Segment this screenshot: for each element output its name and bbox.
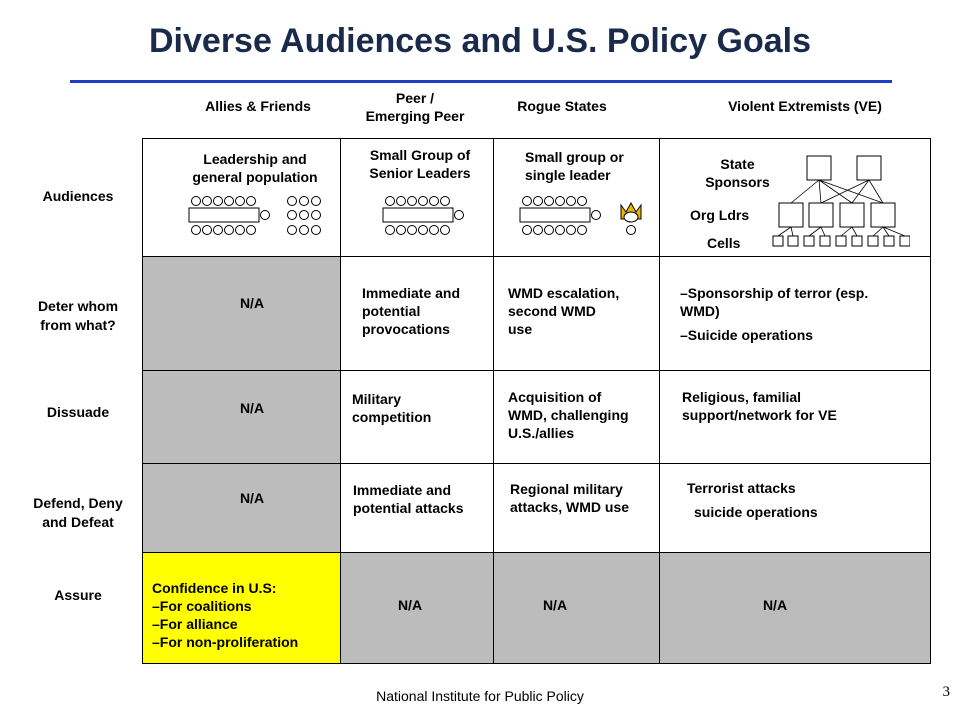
grid-vline-1	[340, 138, 341, 664]
dissuade-rogue-text: Acquisition of WMD, challenging U.S./all…	[508, 389, 629, 441]
row-header-assure: Assure	[54, 587, 102, 603]
deter-ve-item-2: –Suicide operations	[680, 327, 814, 343]
page-title: Diverse Audiences and U.S. Policy Goals	[149, 22, 811, 60]
defend-ve-item-1: Terrorist attacks	[687, 480, 796, 496]
audiences-rogue-text: Small group or single leader	[525, 149, 624, 183]
grid-vline-3	[659, 138, 660, 664]
grid-line-2	[142, 370, 931, 371]
deter-peer-text: Immediate and potential provocations	[362, 285, 461, 337]
audiences-allies-text: Leadership and general population	[192, 151, 318, 185]
grid-line-1	[142, 256, 931, 257]
assure-peer-na: N/A	[397, 597, 423, 613]
row-header-defend: Defend, Deny and Defeat	[33, 495, 123, 530]
defend-rogue-text: Regional military attacks, WMD use	[510, 481, 630, 515]
assure-rogue-na: N/A	[542, 597, 568, 613]
column-header-peer: Peer / Emerging Peer	[365, 90, 465, 124]
dissuade-peer-text: Military competition	[352, 391, 432, 425]
audiences-peer-text: Small Group of Senior Leaders	[369, 147, 471, 181]
row-header-deter: Deter whom from what?	[37, 298, 119, 333]
ve-hierarchy-diagram	[772, 155, 910, 247]
dissuade-allies-na: N/A	[239, 400, 265, 416]
highlight-assure-allies	[142, 552, 340, 664]
audiences-ve-cells: Cells	[707, 235, 741, 251]
column-header-rogue: Rogue States	[517, 98, 607, 114]
defend-allies-na: N/A	[239, 490, 265, 506]
defend-ve-item-2: suicide operations	[694, 504, 818, 520]
page-number: 3	[942, 684, 951, 700]
row-header-dissuade: Dissuade	[46, 404, 110, 420]
peer-seating-diagram	[382, 196, 464, 235]
grid-vline-2	[493, 138, 494, 664]
allies-seating-diagram	[188, 196, 321, 235]
assure-ve-na: N/A	[762, 597, 788, 613]
shaded-assure-cells	[340, 552, 931, 664]
grid-line-4	[142, 552, 931, 553]
title-rule	[70, 80, 892, 83]
dissuade-ve-text: Religious, familial support/network for …	[682, 389, 837, 423]
row-header-audiences: Audiences	[42, 188, 114, 204]
column-header-allies: Allies & Friends	[205, 98, 311, 114]
defend-peer-text: Immediate and potential attacks	[353, 482, 464, 516]
assure-allies-text: Confidence in U.S: –For coalitions –For …	[152, 580, 299, 650]
deter-ve-item-1: –Sponsorship of terror (esp. WMD)	[680, 285, 869, 319]
policy-table	[142, 138, 931, 664]
deter-rogue-text: WMD escalation, second WMD use	[508, 285, 620, 337]
deter-allies-na: N/A	[239, 295, 265, 311]
footer-organization: National Institute for Public Policy	[376, 688, 584, 704]
audiences-ve-state-sponsors: State Sponsors	[705, 156, 770, 190]
grid-line-3	[142, 463, 931, 464]
audiences-ve-org-ldrs: Org Ldrs	[690, 207, 750, 223]
rogue-seating-diagram	[519, 196, 642, 235]
column-header-ve: Violent Extremists (VE)	[728, 98, 882, 114]
shaded-allies-cells	[142, 256, 340, 552]
